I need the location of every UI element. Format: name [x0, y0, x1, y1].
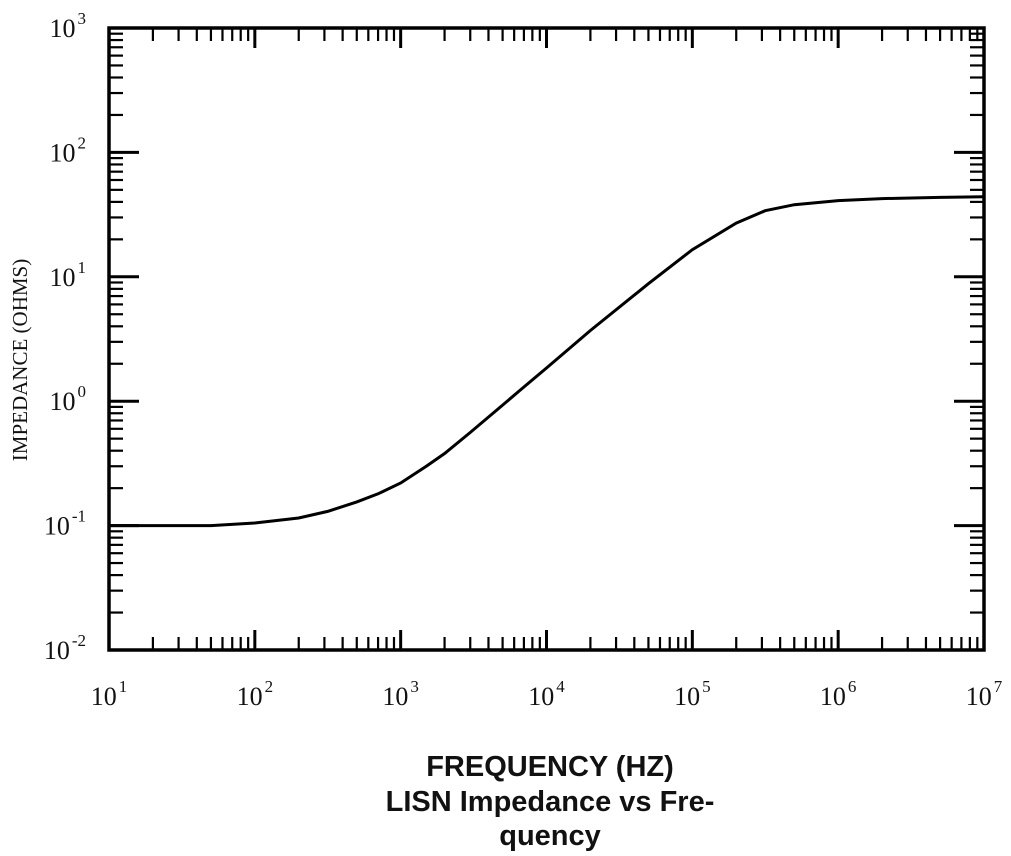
tick-labels: 10 1 10 2 10 3 10 4 10 5 10 6 10 7 10 3 10 2 10 1 10 0 10 -1 10-…	[44, 9, 1003, 711]
x-tick-label: 10 5	[674, 677, 711, 711]
y-tick-label: 10 -1	[44, 507, 86, 541]
y-tick-label: 10 -2	[44, 631, 86, 665]
plot-frame	[107, 26, 986, 652]
x-tick-label: 10 7	[966, 677, 1003, 711]
y-axis-label: IMPEDANCE (OHMS)	[8, 259, 32, 461]
x-tick-label: 10 2	[237, 677, 273, 711]
impedance-curve	[109, 195, 985, 528]
x-axis-label: FREQUENCY (HZ)	[426, 751, 674, 783]
axis-ticks	[109, 28, 984, 650]
y-tick-label: 10 2	[50, 133, 87, 167]
x-tick-label: 10 3	[382, 677, 419, 711]
x-tick-label: 10 6	[820, 677, 857, 711]
y-tick-label: 10 0	[50, 382, 87, 416]
caption-line-1: LISN Impedance vs Fre-	[386, 786, 715, 818]
y-tick-label: 10 1	[50, 258, 87, 292]
x-tick-label: 10 4	[528, 677, 565, 711]
y-tick-label: 10 3	[50, 9, 87, 43]
caption-line-2: quency	[499, 820, 601, 852]
x-tick-label: 10 1	[91, 677, 128, 711]
